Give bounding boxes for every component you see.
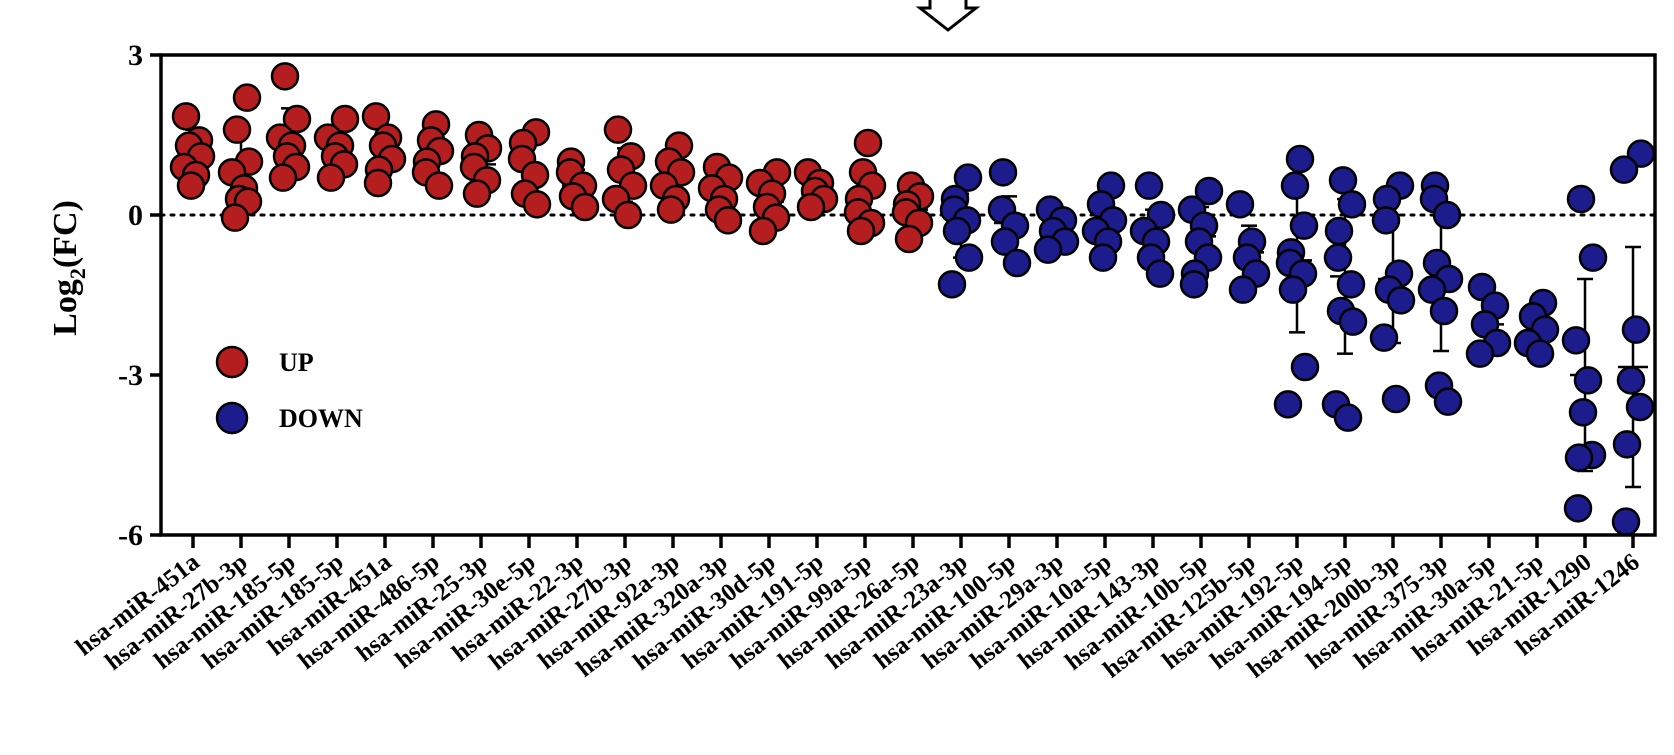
data-point [1336,270,1366,299]
data-point [894,224,924,254]
data-point [282,104,312,134]
data-point [462,179,492,208]
data-point [1088,243,1118,272]
data-point [942,216,972,246]
legend-marker-down [215,401,249,435]
y-tick-label: -6 [118,519,143,552]
data-point [1328,166,1358,195]
data-point [1289,211,1319,240]
legend: UP DOWN [215,345,363,435]
data-point [1145,259,1175,288]
legend-marker-up [215,345,249,379]
data-point [220,203,250,232]
data-point [853,128,883,158]
data-point [361,102,391,131]
data-point [1616,366,1646,395]
data-point [937,270,967,299]
data-point [232,83,262,112]
data-point [988,158,1018,187]
data-point [1278,275,1308,304]
plot-frame [159,53,1657,537]
data-point [1134,171,1164,200]
legend-label-up: UP [279,348,314,377]
data-point [1386,286,1416,315]
data-point [1381,384,1411,414]
data-point [270,62,300,91]
data-point [1290,352,1320,382]
y-tick-label: 3 [128,39,143,72]
data-point [1324,216,1354,246]
data-point [713,206,743,235]
data-point [846,216,876,246]
data-point [613,200,643,230]
data-point [1573,366,1603,395]
data-point [990,227,1020,256]
data-point [1621,315,1651,344]
data-point [1338,307,1368,336]
data-point [954,243,984,272]
data-point [363,168,393,198]
data-point [1225,190,1255,219]
data-point [1273,390,1303,419]
data-point [1194,176,1224,206]
data-point [1002,248,1032,278]
legend-label-down: DOWN [279,404,363,433]
data-point [1369,323,1399,352]
data-point [1417,275,1447,304]
data-point [1429,296,1459,326]
data-point [1612,430,1642,459]
data-point [1609,155,1639,184]
data-point [1323,243,1353,272]
data-point [1525,339,1555,368]
data-point [1465,339,1495,368]
data-point [748,216,778,246]
y-axis-label: Log2(FC) [47,200,90,336]
data-point [1561,326,1591,355]
data-point [1568,398,1598,427]
data-point [1179,270,1209,299]
data-point [222,115,252,144]
data-point [1563,494,1593,523]
data-point [1285,144,1315,174]
data-point [268,163,298,192]
data-point [176,171,206,200]
data-point [953,163,983,192]
data-point [316,163,346,192]
data-point [424,171,454,200]
data-point [1432,200,1462,230]
data-point [1033,235,1063,264]
data-point [1371,206,1401,235]
data-point [1625,392,1655,422]
x-axis-ticks: hsa-miR-451ahsa-miR-27b-3phsa-miR-185-5p… [71,535,1645,683]
down-arrow-icon [915,0,981,32]
data-point [171,102,201,131]
data-point [1566,184,1596,214]
data-point [656,195,686,224]
data-points [169,62,1656,536]
data-point [1337,190,1367,219]
data-point [1333,403,1363,432]
data-point [522,190,552,219]
y-tick-label: -3 [118,359,143,392]
data-point [1433,387,1463,416]
data-point [1564,443,1594,472]
y-axis-ticks: 3 0 -3 -6 [118,39,161,552]
data-point [1280,171,1310,200]
data-point [1228,275,1258,304]
data-point [570,192,600,222]
y-tick-label: 0 [128,199,143,232]
data-point [1611,507,1641,536]
data-point [330,104,360,134]
data-point [603,115,633,144]
data-point [796,192,826,222]
data-point [1578,243,1608,272]
